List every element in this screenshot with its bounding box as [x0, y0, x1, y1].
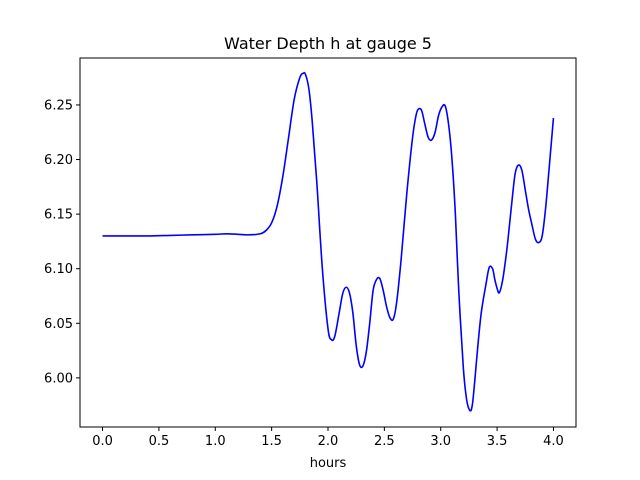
- y-tick-label: 6.20: [44, 153, 73, 168]
- y-tick-label: 6.10: [44, 262, 73, 277]
- x-tick-label: 1.0: [205, 434, 226, 449]
- y-tick-label: 6.15: [44, 208, 73, 223]
- x-tick-label: 0.0: [92, 434, 113, 449]
- x-axis-label: hours: [310, 456, 347, 471]
- series-line: [102, 71, 555, 412]
- plot-frame: [79, 57, 577, 428]
- x-tick-label: 4.0: [543, 434, 564, 449]
- x-tick-label: 0.5: [149, 434, 170, 449]
- x-tick-label: 1.5: [261, 434, 282, 449]
- data-layer: [102, 71, 555, 412]
- x-tick-label: 3.0: [430, 434, 451, 449]
- y-tick-label: 6.25: [44, 98, 73, 113]
- y-tick-label: 6.05: [44, 317, 73, 332]
- x-tick-label: 2.0: [318, 434, 339, 449]
- y-tick-label: 6.00: [44, 371, 73, 386]
- ticks-layer: 0.0 0.5 1.0 1.5 2.0 2.5 3.0 3.5 4.0 6.00 6.05 6.10 6…: [44, 98, 564, 449]
- x-tick-label: 2.5: [374, 434, 395, 449]
- chart-title: Water Depth h at gauge 5: [224, 34, 432, 53]
- x-tick-label: 3.5: [487, 434, 508, 449]
